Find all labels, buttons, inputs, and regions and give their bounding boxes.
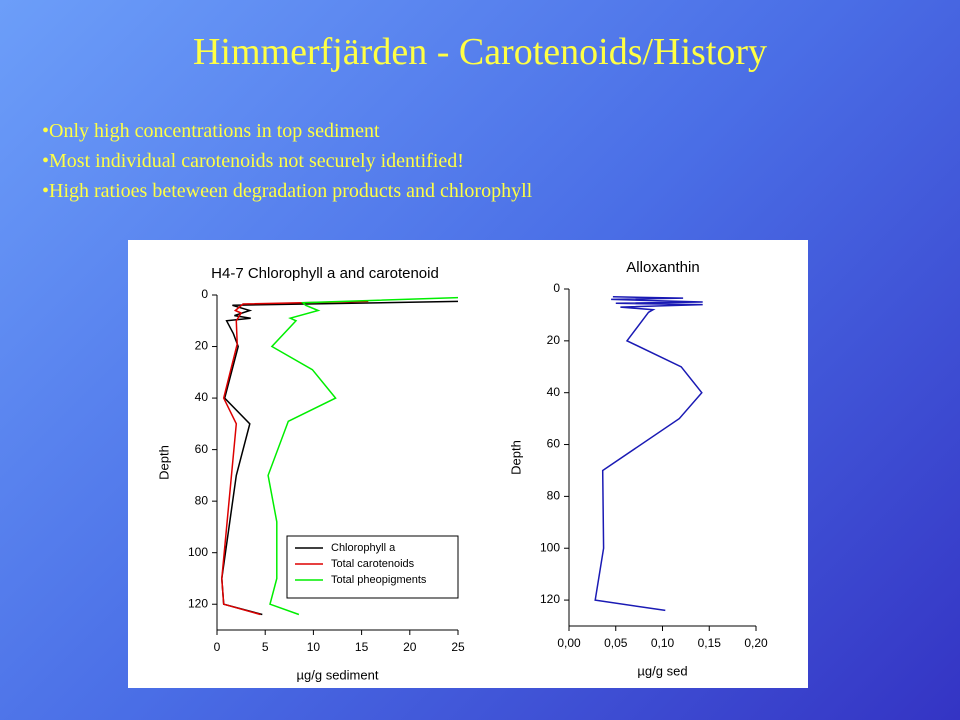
y-axis-label: Depth bbox=[156, 445, 171, 480]
bullet: High ratioes beteween degradation produc… bbox=[42, 176, 532, 206]
x-tick-label: 0,05 bbox=[604, 636, 628, 650]
y-tick-label: 0 bbox=[553, 281, 560, 295]
y-tick-label: 100 bbox=[188, 545, 208, 559]
x-tick-label: 0,20 bbox=[744, 636, 768, 650]
y-tick-label: 100 bbox=[540, 540, 560, 554]
y-tick-label: 120 bbox=[188, 596, 208, 610]
x-tick-label: 0,15 bbox=[698, 636, 722, 650]
x-axis-label: µg/g sediment bbox=[297, 667, 379, 682]
x-tick-label: 0,00 bbox=[557, 636, 581, 650]
y-tick-label: 60 bbox=[547, 437, 561, 451]
y-tick-label: 20 bbox=[195, 339, 209, 353]
y-tick-label: 120 bbox=[540, 592, 560, 606]
y-tick-label: 60 bbox=[195, 442, 209, 456]
legend-box bbox=[286, 535, 459, 599]
y-tick-label: 80 bbox=[195, 493, 209, 507]
data-line bbox=[221, 300, 459, 616]
y-axis-label: Depth bbox=[508, 440, 523, 475]
legend-label: Total carotenoids bbox=[331, 558, 415, 570]
x-tick-label: 5 bbox=[262, 640, 269, 654]
x-tick-label: 25 bbox=[451, 640, 465, 654]
bullet-list: Only high concentrations in top sediment… bbox=[42, 116, 532, 206]
x-tick-label: 20 bbox=[403, 640, 417, 654]
y-tick-label: 20 bbox=[547, 333, 561, 347]
y-tick-label: 0 bbox=[201, 287, 208, 301]
data-line bbox=[267, 296, 459, 616]
chart-panel bbox=[128, 240, 808, 688]
bullet: Only high concentrations in top sediment bbox=[42, 116, 532, 146]
chart-title: Alloxanthin bbox=[626, 259, 699, 276]
legend-label: Chlorophyll a bbox=[331, 542, 396, 554]
x-tick-label: 10 bbox=[307, 640, 321, 654]
x-tick-label: 0 bbox=[214, 640, 221, 654]
data-line bbox=[594, 296, 703, 612]
x-tick-label: 0,10 bbox=[651, 636, 675, 650]
data-line bbox=[221, 300, 369, 616]
y-tick-label: 40 bbox=[195, 390, 209, 404]
y-tick-label: 40 bbox=[547, 385, 561, 399]
legend-label: Total pheopigments bbox=[331, 574, 427, 586]
x-tick-label: 15 bbox=[355, 640, 369, 654]
x-axis-label: µg/g sed bbox=[637, 663, 687, 678]
bullet: Most individual carotenoids not securely… bbox=[42, 146, 532, 176]
slide-title: Himmerfjärden - Carotenoids/History bbox=[192, 31, 768, 73]
y-tick-label: 80 bbox=[547, 489, 561, 503]
chart-title: H4-7 Chlorophyll a and carotenoid bbox=[211, 265, 439, 282]
